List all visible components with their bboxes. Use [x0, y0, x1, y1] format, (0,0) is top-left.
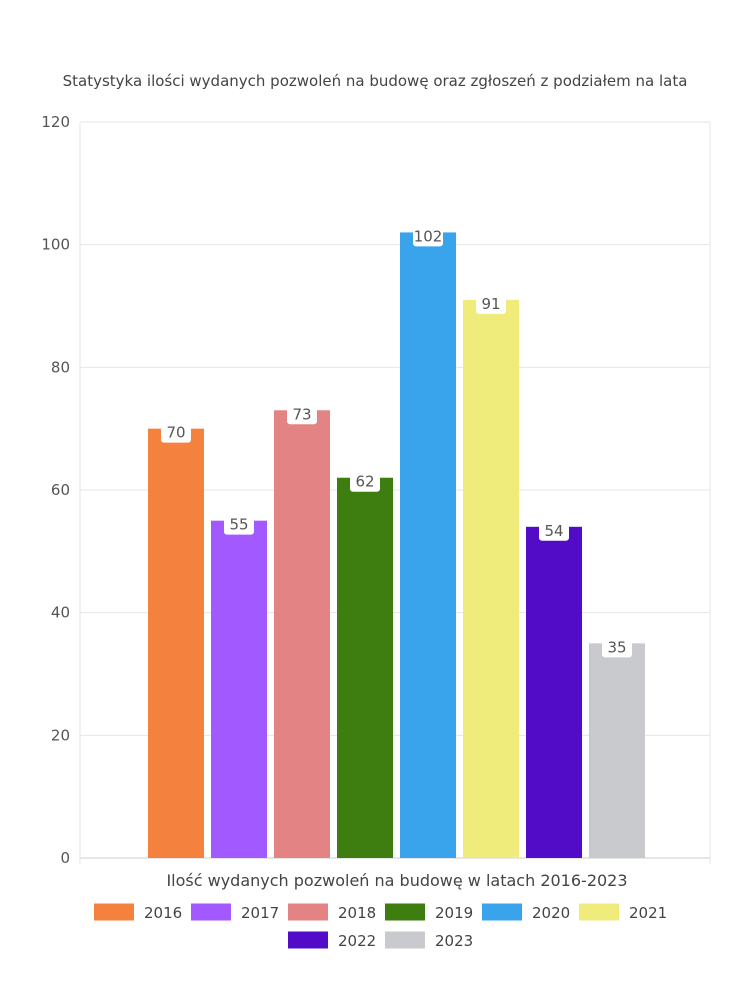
legend-item-2019[interactable]: 2019 — [385, 903, 473, 923]
legend-swatch — [94, 903, 134, 921]
legend-item-2018[interactable]: 2018 — [288, 903, 376, 923]
bars — [148, 232, 645, 858]
y-tick-label: 20 — [51, 726, 70, 744]
legend-label: 2022 — [338, 932, 376, 950]
legend-item-2016[interactable]: 2016 — [94, 903, 182, 923]
x-axis-label: Ilość wydanych pozwoleń na budowę w lata… — [166, 871, 627, 890]
legend-label: 2016 — [144, 904, 182, 922]
y-axis-ticks: 0 20 40 60 80 100 120 — [41, 113, 70, 867]
bar-2018 — [274, 410, 330, 858]
legend-label: 2023 — [435, 932, 473, 950]
bar-2023 — [589, 643, 645, 858]
data-label-bg — [161, 422, 191, 443]
data-label: 55 — [229, 516, 248, 534]
chart-title: Statystyka ilości wydanych pozwoleń na b… — [63, 72, 688, 90]
legend-swatch — [191, 903, 231, 921]
legend-item-2022[interactable]: 2022 — [288, 931, 376, 951]
legend-label: 2020 — [532, 904, 570, 922]
legend-label: 2018 — [338, 904, 376, 922]
bar-2016 — [148, 428, 204, 858]
legend-label: 2019 — [435, 904, 473, 922]
data-label: 54 — [544, 522, 563, 540]
data-label-bg — [602, 637, 632, 658]
data-labels: 70 55 73 62 102 91 54 35 — [161, 226, 632, 658]
y-tick-label: 40 — [51, 604, 70, 622]
legend-item-2021[interactable]: 2021 — [579, 903, 667, 923]
legend-swatch — [579, 903, 619, 921]
y-tick-label: 60 — [51, 481, 70, 499]
y-tick-label: 80 — [51, 358, 70, 376]
legend-swatch — [385, 903, 425, 921]
bar-2022 — [526, 526, 582, 858]
legend-label: 2021 — [629, 904, 667, 922]
legend-swatch — [288, 931, 328, 949]
legend-item-2023[interactable]: 2023 — [385, 931, 473, 951]
legend-item-2017[interactable]: 2017 — [191, 903, 279, 923]
legend-swatch — [288, 903, 328, 921]
data-label: 102 — [414, 227, 443, 245]
y-tick-label: 120 — [41, 113, 70, 131]
data-label: 35 — [607, 638, 626, 656]
data-label: 73 — [292, 405, 311, 423]
data-label-bg — [413, 226, 443, 247]
data-label-bg — [350, 471, 380, 492]
data-label: 62 — [355, 473, 374, 491]
data-label-bg — [539, 520, 569, 541]
data-label-bg — [287, 404, 317, 425]
legend: 2016 2017 2018 2019 2020 2021 2022 2023 — [94, 903, 667, 951]
data-label: 91 — [481, 295, 500, 313]
legend-swatch — [482, 903, 522, 921]
data-label-bg — [476, 293, 506, 314]
data-label-bg — [224, 514, 254, 535]
legend-label: 2017 — [241, 904, 279, 922]
bar-2017 — [211, 520, 267, 858]
y-tick-label: 100 — [41, 236, 70, 254]
legend-item-2020[interactable]: 2020 — [482, 903, 570, 923]
bar-2019 — [337, 477, 393, 858]
data-label: 70 — [166, 424, 185, 442]
bar-2021 — [463, 299, 519, 858]
legend-swatch — [385, 931, 425, 949]
bar-2020 — [400, 232, 456, 858]
y-tick-label: 0 — [60, 849, 70, 867]
